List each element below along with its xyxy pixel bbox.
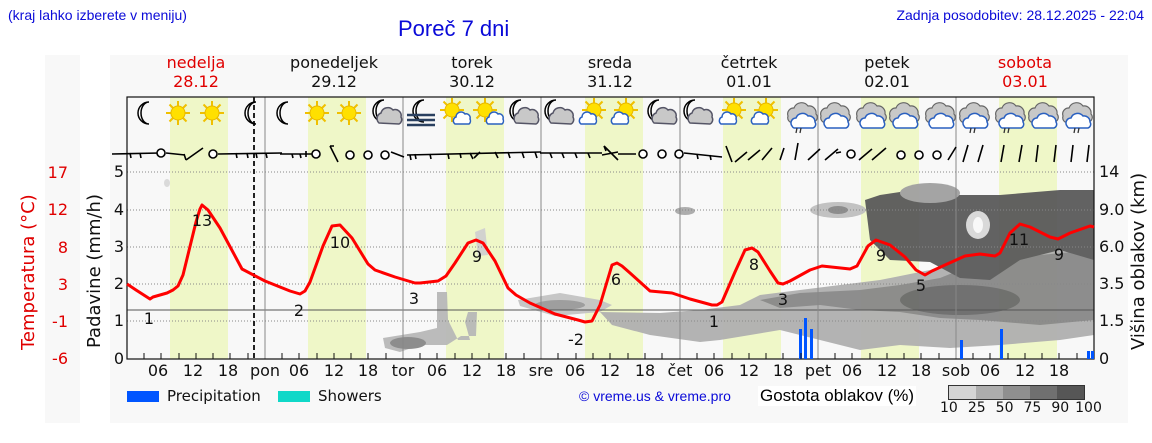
precip-tick: 0 <box>113 349 124 368</box>
cloud-height-tick: 14 <box>1099 162 1120 181</box>
temperature-line <box>126 203 1095 324</box>
day-header-5: četrtek 01.01 <box>720 53 778 91</box>
temperature-axis-title: Temperatura (°C) <box>18 194 39 350</box>
last-update: Zadnja posodobitev: 28.12.2025 - 22:04 <box>896 7 1144 23</box>
temp-label: 9 <box>1054 245 1064 264</box>
x-tick-label: 12 <box>323 361 345 380</box>
legend-precipitation: Precipitation <box>127 387 261 405</box>
temp-tick: -1 <box>52 312 68 331</box>
x-tick-label: 06 <box>147 361 169 380</box>
weather-icons <box>137 97 1094 134</box>
temp-label: 3 <box>778 290 788 309</box>
x-tick-label: 18 <box>1048 361 1070 380</box>
day-header-6: petek 02.01 <box>864 53 910 91</box>
x-tick-label: sob <box>941 361 971 380</box>
x-tick-label: 12 <box>876 361 898 380</box>
precip-tick: 3 <box>113 237 124 256</box>
precipitation-bars <box>799 318 1094 359</box>
temp-tick: 17 <box>47 163 68 182</box>
x-tick-label: tor <box>391 361 415 380</box>
x-tick-label: 12 <box>182 361 204 380</box>
day-header-3: torek 30.12 <box>449 53 495 91</box>
temperature-axis-strip <box>45 55 80 423</box>
x-tick-label: 06 <box>979 361 1001 380</box>
precip-tick: 4 <box>113 200 124 219</box>
x-tick-label: 06 <box>564 361 586 380</box>
x-tick-label: čet <box>667 361 693 380</box>
temp-label: 9 <box>472 247 482 266</box>
legend-showers-label: Showers <box>318 387 382 405</box>
cloud-height-tick: 3.5 <box>1099 274 1125 293</box>
copyright-link[interactable]: © vreme.us & vreme.pro <box>579 388 731 404</box>
cloud-height-tick: 9.0 <box>1099 200 1125 219</box>
temp-tick: 12 <box>47 200 68 219</box>
cloud-density-title: Gostota oblakov (%) <box>758 386 917 406</box>
cloud-density-scale <box>948 385 1085 400</box>
precip-tick: 2 <box>113 274 124 293</box>
x-tick-label: pon <box>249 361 281 380</box>
gridlines <box>127 171 1094 322</box>
temp-label: 1 <box>709 312 719 331</box>
cloud-height-axis-title: Višina oblakov (km) <box>1128 172 1149 350</box>
x-tick-label: 18 <box>772 361 794 380</box>
temp-tick: -6 <box>52 349 68 368</box>
temp-label: 3 <box>409 289 419 308</box>
x-tick-label: pet <box>804 361 832 380</box>
temp-label: 11 <box>1009 230 1029 249</box>
day-header-1: nedelja 28.12 <box>166 53 226 91</box>
x-tick-label: 12 <box>1014 361 1036 380</box>
day-header-4: sreda 31.12 <box>587 53 633 91</box>
legend-precipitation-label: Precipitation <box>167 387 261 405</box>
precipitation-axis-title: Padavine (mm/h) <box>84 194 105 348</box>
temp-label: 9 <box>876 246 886 265</box>
temp-label: 5 <box>916 276 926 295</box>
day-header-7: sobota 03.01 <box>997 53 1053 91</box>
temp-label: 2 <box>294 301 304 320</box>
x-tick-label: sre <box>528 361 554 380</box>
temp-label: 10 <box>330 233 350 252</box>
cloud-density-ticks: 10 25 50 75 90 100 <box>940 400 1102 416</box>
x-tick-label: 18 <box>910 361 932 380</box>
x-tick-label: 06 <box>703 361 725 380</box>
x-tick-label: 06 <box>841 361 863 380</box>
legend-showers: Showers <box>278 387 382 405</box>
temperature-annotations: 1 13 2 10 3 9 -2 6 1 8 3 9 5 11 9 <box>144 211 1064 349</box>
temp-label: 6 <box>611 270 621 289</box>
x-tick-label: 18 <box>357 361 379 380</box>
x-tick-label: 06 <box>426 361 448 380</box>
cloud-density-shading <box>164 179 1094 352</box>
temp-tick: 3 <box>57 275 68 294</box>
x-tick-label: 18 <box>217 361 239 380</box>
day-header-2: ponedeljek 29.12 <box>290 53 378 91</box>
region-menu-hint[interactable]: (kraj lahko izberete v meniju) <box>8 7 187 23</box>
temp-label: 8 <box>749 255 759 274</box>
x-tick-label: 06 <box>288 361 310 380</box>
x-tick-label: 12 <box>599 361 621 380</box>
temp-tick: 8 <box>57 238 68 257</box>
precip-tick: 1 <box>113 311 124 330</box>
x-tick-label: 18 <box>495 361 517 380</box>
temp-label: 1 <box>144 309 154 328</box>
x-tick-label: 18 <box>634 361 656 380</box>
x-tick-label: 12 <box>461 361 483 380</box>
cloud-height-tick: 1.5 <box>1099 311 1125 330</box>
x-ticks <box>143 353 1078 359</box>
day-separators <box>264 97 957 359</box>
cloud-height-tick: 6.0 <box>1099 237 1125 256</box>
x-tick-label: 12 <box>738 361 760 380</box>
page-title: Poreč 7 dni <box>398 16 510 41</box>
precip-tick: 5 <box>113 162 124 181</box>
showers-swatch <box>278 390 310 402</box>
precipitation-swatch <box>127 390 159 402</box>
cloud-height-tick: 0 <box>1099 349 1110 368</box>
temp-label: 13 <box>192 211 212 230</box>
wind-barbs <box>111 142 1090 163</box>
temp-label: -2 <box>568 330 584 349</box>
